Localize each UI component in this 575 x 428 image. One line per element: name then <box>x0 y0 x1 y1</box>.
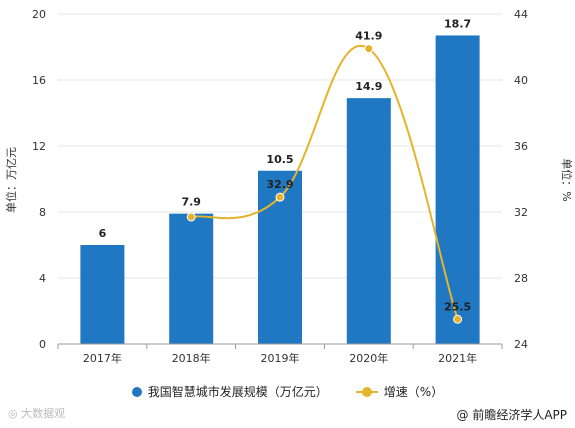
y2-tick-label: 36 <box>514 140 528 153</box>
x-tick-label: 2018年 <box>172 351 211 365</box>
legend-line-label: 增速（%） <box>383 385 444 399</box>
legend-bar-swatch <box>131 386 142 397</box>
x-tick-label: 2020年 <box>349 351 388 365</box>
y-tick-label: 20 <box>32 8 46 21</box>
line-point <box>364 44 374 54</box>
bar <box>169 213 214 344</box>
line-point <box>453 314 463 324</box>
bar-data-label: 6 <box>99 227 107 240</box>
bar-data-label: 18.7 <box>444 17 471 30</box>
bar <box>346 98 391 345</box>
legend: 我国智慧城市发展规模（万亿元） 增速（%） <box>0 383 575 400</box>
bar-data-label: 14.9 <box>355 80 382 93</box>
y2-tick-label: 40 <box>514 74 528 87</box>
right-axis-title: 单位：% <box>560 158 574 201</box>
watermark-label: 大数据观 <box>21 407 66 420</box>
source-credit: @ 前瞻经济学人APP <box>457 406 568 423</box>
source-text: @ 前瞻经济学人APP <box>456 408 568 422</box>
bar-data-label: 10.5 <box>266 153 293 166</box>
legend-item-line[interactable]: 增速（%） <box>355 383 444 400</box>
y2-tick-label: 28 <box>514 272 528 285</box>
y2-tick-label: 32 <box>514 206 528 219</box>
line-data-label: 25.5 <box>444 300 471 313</box>
x-tick-label: 2021年 <box>438 351 477 365</box>
y-tick-label: 12 <box>32 140 46 153</box>
legend-line-swatch <box>355 386 378 397</box>
data-labels: 6 7.9 10.5 14.9 18.7 32.9 41.9 25.5 <box>99 17 472 313</box>
line-point <box>275 192 285 202</box>
axes: 0 24 4 28 8 32 12 36 16 40 20 44 2017年 2018年 2019年 2020… <box>32 8 528 365</box>
legend-item-bar[interactable]: 我国智慧城市发展规模（万亿元） <box>131 383 328 400</box>
weibo-icon: ◎ <box>8 407 18 420</box>
legend-bar-label: 我国智慧城市发展规模（万亿元） <box>147 385 328 399</box>
line-data-label: 41.9 <box>355 30 382 43</box>
y-tick-label: 0 <box>39 338 46 351</box>
y-tick-label: 8 <box>39 206 46 219</box>
y-tick-label: 4 <box>39 272 46 285</box>
combo-chart: 6 7.9 10.5 14.9 18.7 32.9 41.9 25.5 0 24 4 28 8 32 12… <box>4 8 574 365</box>
bar-series <box>80 35 480 345</box>
y-tick-label: 16 <box>32 74 46 87</box>
growth-line <box>190 44 459 320</box>
gridlines <box>58 13 502 279</box>
y2-tick-label: 44 <box>514 8 528 21</box>
watermark-text: ◎ 大数据观 <box>8 405 65 421</box>
line-series <box>186 44 463 324</box>
left-axis-title: 单位：万亿元 <box>4 147 18 213</box>
line-point <box>186 212 196 222</box>
bar-data-label: 7.9 <box>181 196 201 209</box>
y2-tick-label: 24 <box>514 338 528 351</box>
x-tick-label: 2019年 <box>261 351 300 365</box>
bar <box>435 35 480 344</box>
line-data-label: 32.9 <box>266 178 293 191</box>
x-tick-label: 2017年 <box>83 351 122 365</box>
bar <box>80 245 125 344</box>
